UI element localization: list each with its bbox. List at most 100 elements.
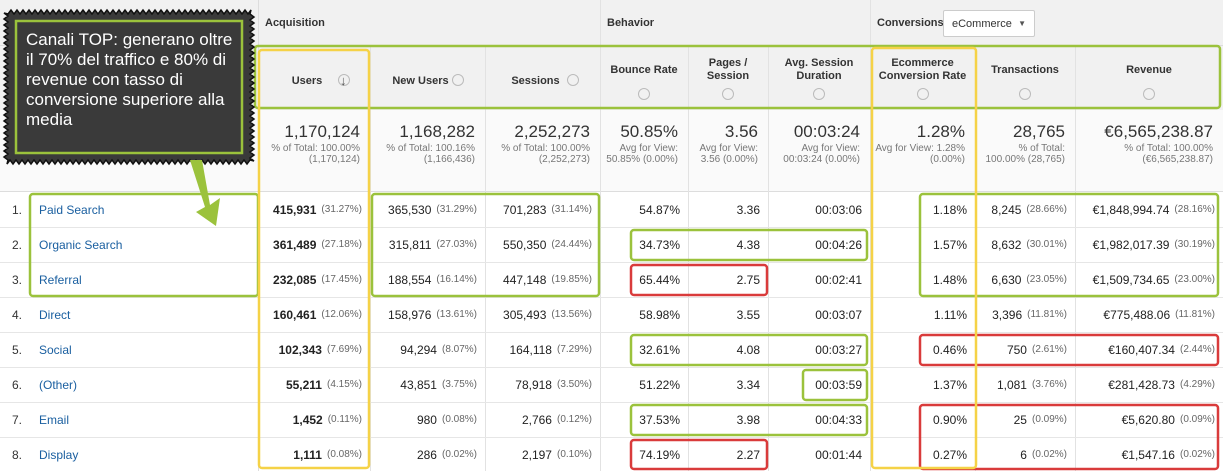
cell: 51.22% [600,367,688,402]
total-value: 00:03:24 [793,122,860,141]
channel-name[interactable]: (Other) [39,377,78,392]
cell-value: 1,452 [292,412,323,427]
channel-name[interactable]: Direct [39,307,71,322]
cell-percent: (12.06%) [321,309,362,320]
cell-value: 55,211 [285,377,322,392]
cell-value: 3.36 [736,202,760,217]
help-icon [638,88,650,100]
total-value: 50.85% [620,122,678,141]
row-line [0,402,1223,403]
cell: 1.57% [870,227,975,262]
cell-value: 3.98 [736,412,760,427]
cell: 65.44% [600,262,688,297]
cell: 365,530 (31.29%) [370,192,485,227]
cell: 74.19% [600,437,688,471]
cell-value: 1,081 [996,377,1027,392]
cell-value: 00:04:26 [815,237,862,252]
cell-value: €1,547.16 [1121,447,1175,462]
column-header: Sessions [511,74,560,87]
cell-percent: (2.61%) [1031,344,1067,355]
cell-percent: (31.29%) [436,204,477,215]
cell: 232,085 (17.45%) [258,262,370,297]
channel-name[interactable]: Display [39,447,79,462]
cell: 1,111 (0.08%) [258,437,370,471]
total-value: €6,565,238.87 [1104,122,1213,141]
cell-value: 102,343 [278,342,322,357]
total-value: 3.56 [724,122,758,141]
cell: 305,493 (13.56%) [485,297,600,332]
highlight-box [918,403,1220,471]
total-note: % of Total: 100.00% (1,170,124) [271,143,360,165]
cell: 00:03:59 [768,367,870,402]
cell-value: 701,283 [503,202,547,217]
cell-percent: (7.69%) [326,344,362,355]
cell-percent: (3.50%) [556,379,592,390]
cell-value: 6,630 [991,272,1022,287]
help-icon [338,74,350,86]
cell-percent: (31.27%) [321,204,362,215]
cell: 3.34 [688,367,768,402]
column-header: Revenue [1126,63,1172,76]
cell: 447,148 (19.85%) [485,262,600,297]
cell-percent: (0.08%) [441,414,477,425]
cell: 188,554 (16.14%) [370,262,485,297]
channel-name[interactable]: Email [39,412,70,427]
column-separator [370,45,371,471]
help-icon [1143,88,1155,100]
cell-percent: (11.81%) [1175,309,1215,320]
highlight-box [918,192,1220,298]
channel-name[interactable]: Social [39,342,72,357]
highlight-box [370,192,601,298]
cell-value: 158,976 [388,307,432,322]
column-header: Bounce Rate [610,63,678,76]
cell: 3.55 [688,297,768,332]
cell-value: 25 [1013,412,1027,427]
cell: 160,461 (12.06%) [258,297,370,332]
help-icon [1019,88,1031,100]
cell-value: 2,197 [521,447,552,462]
column-header: Users [291,74,323,87]
channel-name[interactable]: Organic Search [39,237,123,252]
channel-name[interactable]: Paid Search [39,202,105,217]
cell: €1,982,017.39 (30.19%) [1075,227,1223,262]
cell-value: 365,530 [388,202,432,217]
cell-value: 00:03:07 [815,307,862,322]
column-header: New Users [392,74,449,87]
cell: €160,407.34 (2.44%) [1075,332,1223,367]
help-icon [451,74,464,86]
cell-value: 550,350 [503,237,547,252]
cell-percent: (27.03%) [436,239,477,250]
cell-value: 2.75 [736,272,760,287]
callout-frame [14,19,244,155]
cell: 00:02:41 [768,262,870,297]
channel-name[interactable]: Referral [39,272,82,287]
cell: 2,766 (0.12%) [485,402,600,437]
cell: €5,620.80 (0.09%) [1075,402,1223,437]
cell-percent: (0.02%) [441,449,477,460]
total-note: Avg for View: 50.85% (0.00%) [606,143,678,165]
cell: 00:01:44 [768,437,870,471]
cell-value: 00:03:06 [815,202,862,217]
cell: 2.27 [688,437,768,471]
cell: 315,811 (27.03%) [370,227,485,262]
cell-value: 188,554 [388,272,432,287]
cell-value: 315,811 [388,237,432,252]
row-index: 8. [12,447,23,462]
dropdown[interactable]: eCommerce ▼ [943,10,1035,37]
cell-value: 00:03:27 [815,342,862,357]
highlight-box [629,403,869,437]
highlight-box [629,228,869,262]
cell: 701,283 (31.14%) [485,192,600,227]
cell-percent: (0.02%) [1179,449,1215,460]
cell-value: 447,148 [503,272,547,287]
cell-value: 1.37% [932,377,967,392]
cell-percent: (16.14%) [436,274,477,285]
cell: 00:03:07 [768,297,870,332]
cell-value: 37.53% [639,412,680,427]
cell-value: 65.44% [639,272,680,287]
cell-value: €1,982,017.39 [1092,237,1170,252]
cell-value: 3.55 [736,307,760,322]
cell: 25 (0.09%) [975,402,1075,437]
cell: 286 (0.02%) [370,437,485,471]
total-note: Avg for View: 00:03:24 (0.00%) [783,143,860,165]
